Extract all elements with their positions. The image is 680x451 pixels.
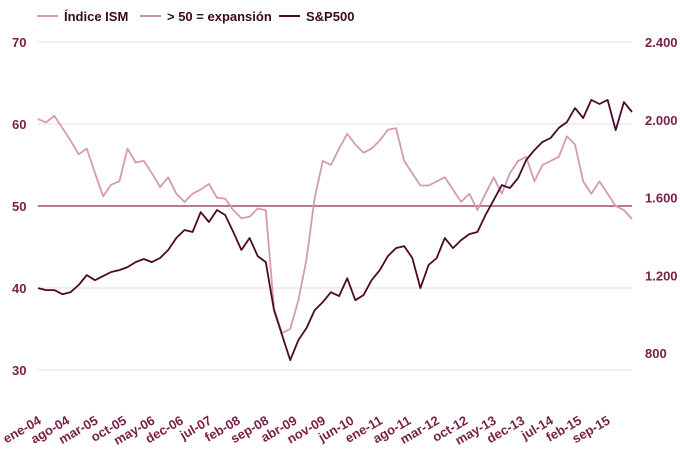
legend-label-expansion: > 50 = expansión <box>167 9 272 24</box>
right-y-axis: 2.400 2.000 1.600 1.200 800 <box>645 35 678 361</box>
series-lines <box>37 99 633 361</box>
left-tick-label: 50 <box>12 199 26 214</box>
left-tick-label: 70 <box>12 35 26 50</box>
legend-label-sp500: S&P500 <box>306 9 354 24</box>
right-tick-label: 2.000 <box>645 113 678 128</box>
legend: Índice ISM > 50 = expansión S&P500 <box>37 9 354 24</box>
legend-label-ism: Índice ISM <box>64 9 128 24</box>
right-tick-label: 2.400 <box>645 35 678 50</box>
sp500-line <box>37 99 633 361</box>
ism-line <box>37 114 633 334</box>
right-tick-label: 1.600 <box>645 191 678 206</box>
left-tick-label: 40 <box>12 281 26 296</box>
left-tick-label: 30 <box>12 363 26 378</box>
right-tick-label: 1.200 <box>645 268 678 283</box>
x-axis: ene-04ago-04mar-05oct-05may-06dec-06jul-… <box>0 412 612 448</box>
right-tick-label: 800 <box>645 346 667 361</box>
left-tick-label: 60 <box>12 117 26 132</box>
left-y-axis: 70 60 50 40 30 <box>12 35 26 378</box>
